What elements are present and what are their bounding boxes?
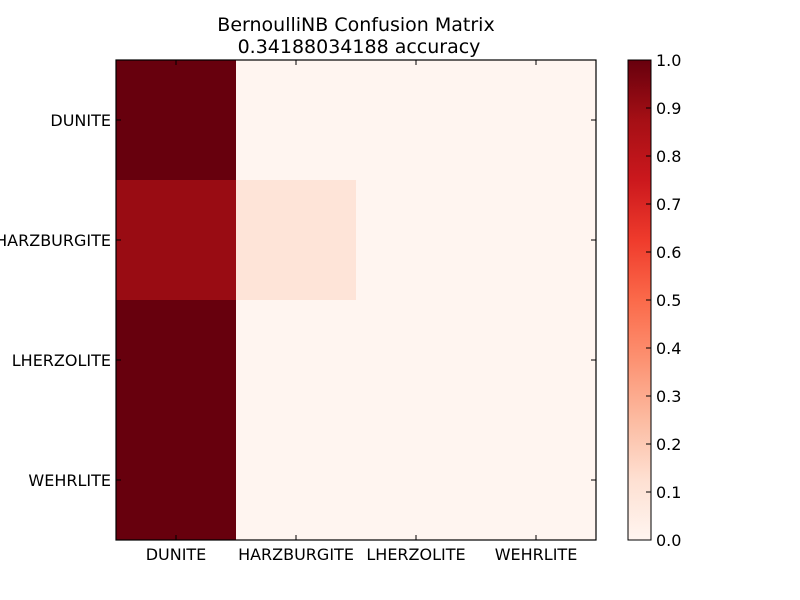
colorbar-tick-label: 1.0 <box>656 51 681 70</box>
plot-frame <box>115 59 597 541</box>
heatmap-cell <box>476 180 597 301</box>
heatmap-cell <box>356 60 477 181</box>
heatmap-cell <box>236 60 357 181</box>
row-labels: DUNITE HARZBURGITE LHERZOLITE WEHRLITE <box>0 111 111 490</box>
heatmap-cell <box>476 300 597 421</box>
heatmap-cell <box>236 180 357 301</box>
heatmap-cell <box>236 300 357 421</box>
column-labels: DUNITE HARZBURGITE LHERZOLITE WEHRLITE <box>146 545 578 564</box>
heatmap-cell <box>116 420 237 541</box>
colorbar-tick-label: 0.1 <box>656 483 681 502</box>
heatmap-cell <box>116 180 237 301</box>
colorbar-tick-label: 0.7 <box>656 195 681 214</box>
heatmap-cell <box>116 60 237 181</box>
chart-subtitle: 0.34188034188 accuracy <box>238 36 481 58</box>
heatmap-cell <box>116 300 237 421</box>
row-label: WEHRLITE <box>28 471 111 490</box>
column-label: LHERZOLITE <box>366 545 465 564</box>
colorbar-tick-label: 0.8 <box>656 147 681 166</box>
colorbar-tick-label: 0.6 <box>656 243 681 262</box>
heatmap-cell <box>356 420 477 541</box>
axis-ticks <box>116 60 596 540</box>
colorbar-tick-label: 0.4 <box>656 339 681 358</box>
heatmap-cell <box>476 60 597 181</box>
chart-title: BernoulliNB Confusion Matrix <box>217 14 494 36</box>
column-label: HARZBURGITE <box>238 545 354 564</box>
row-label: DUNITE <box>50 111 111 130</box>
colorbar-tick-label: 0.5 <box>656 291 681 310</box>
column-label: DUNITE <box>146 545 207 564</box>
colorbar-tick-label: 0.3 <box>656 387 681 406</box>
heatmap-cell <box>356 300 477 421</box>
colorbar-tick-label: 0.9 <box>656 99 681 118</box>
heatmap-cell <box>236 420 357 541</box>
colorbar-tick-label: 0.2 <box>656 435 681 454</box>
heatmap-cell <box>356 180 477 301</box>
row-label: HARZBURGITE <box>0 231 111 250</box>
heatmap-cell <box>476 420 597 541</box>
colorbar-tick-label: 0.0 <box>656 531 681 550</box>
row-label: LHERZOLITE <box>12 351 111 370</box>
heatmap-cells <box>116 60 597 541</box>
colorbar-ticks: 0.0 0.1 0.2 0.3 0.4 0.5 0.6 0.7 0.8 0.9 1.0 <box>646 51 681 550</box>
column-label: WEHRLITE <box>495 545 578 564</box>
